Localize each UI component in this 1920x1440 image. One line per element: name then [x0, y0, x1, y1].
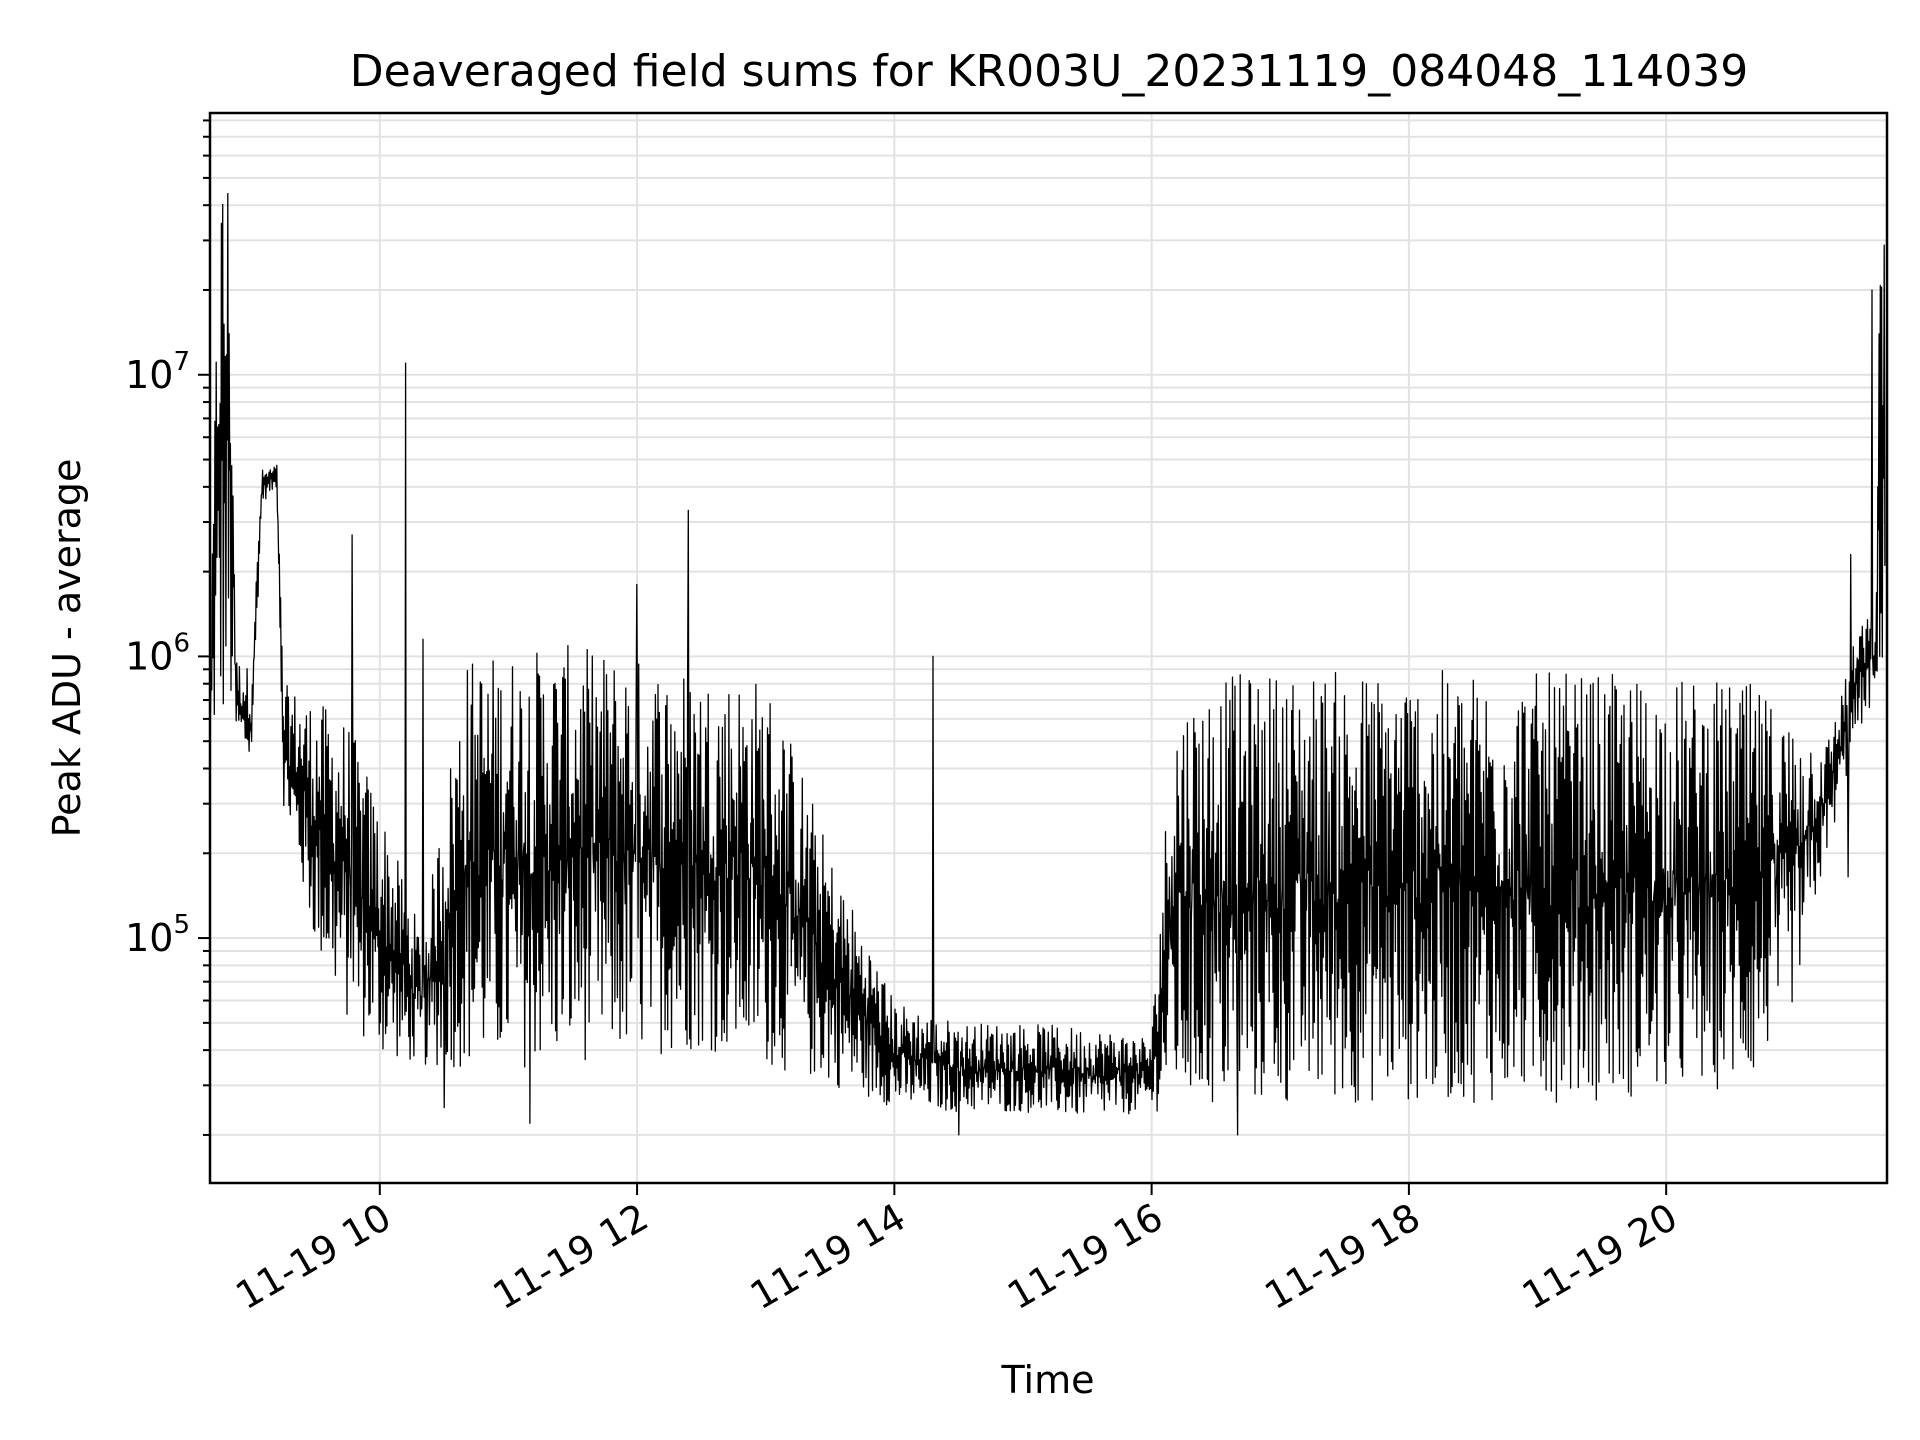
y-axis-ticks: 105 106 107: [125, 119, 210, 1136]
data-series: [209, 192, 1886, 1136]
x-tick-label: 11-19 16: [1000, 1195, 1170, 1319]
plot-frame: [208, 111, 1889, 1185]
x-tick-label: 11-19 12: [486, 1195, 656, 1319]
x-tick-label: 11-19 14: [743, 1195, 913, 1319]
x-tick-label: 11-19 18: [1257, 1195, 1427, 1319]
y-tick-label: 106: [125, 628, 190, 678]
minor-gridlines: [210, 119, 1887, 1136]
x-tick-label: 11-19 20: [1515, 1195, 1685, 1319]
chart-title: Deaveraged field sums for KR003U_2023111…: [350, 46, 1748, 97]
x-axis-ticks: 11-19 10 11-19 12 11-19 14 11-19 16 11-19 18…: [228, 1183, 1685, 1319]
y-tick-label: 107: [125, 347, 190, 397]
y-axis-label: Peak ADU - average: [45, 459, 89, 838]
y-tick-label: 105: [125, 910, 190, 960]
x-axis-label: Time: [1001, 1358, 1095, 1402]
series-line: [209, 192, 1886, 1136]
x-tick-label: 11-19 10: [228, 1195, 398, 1319]
